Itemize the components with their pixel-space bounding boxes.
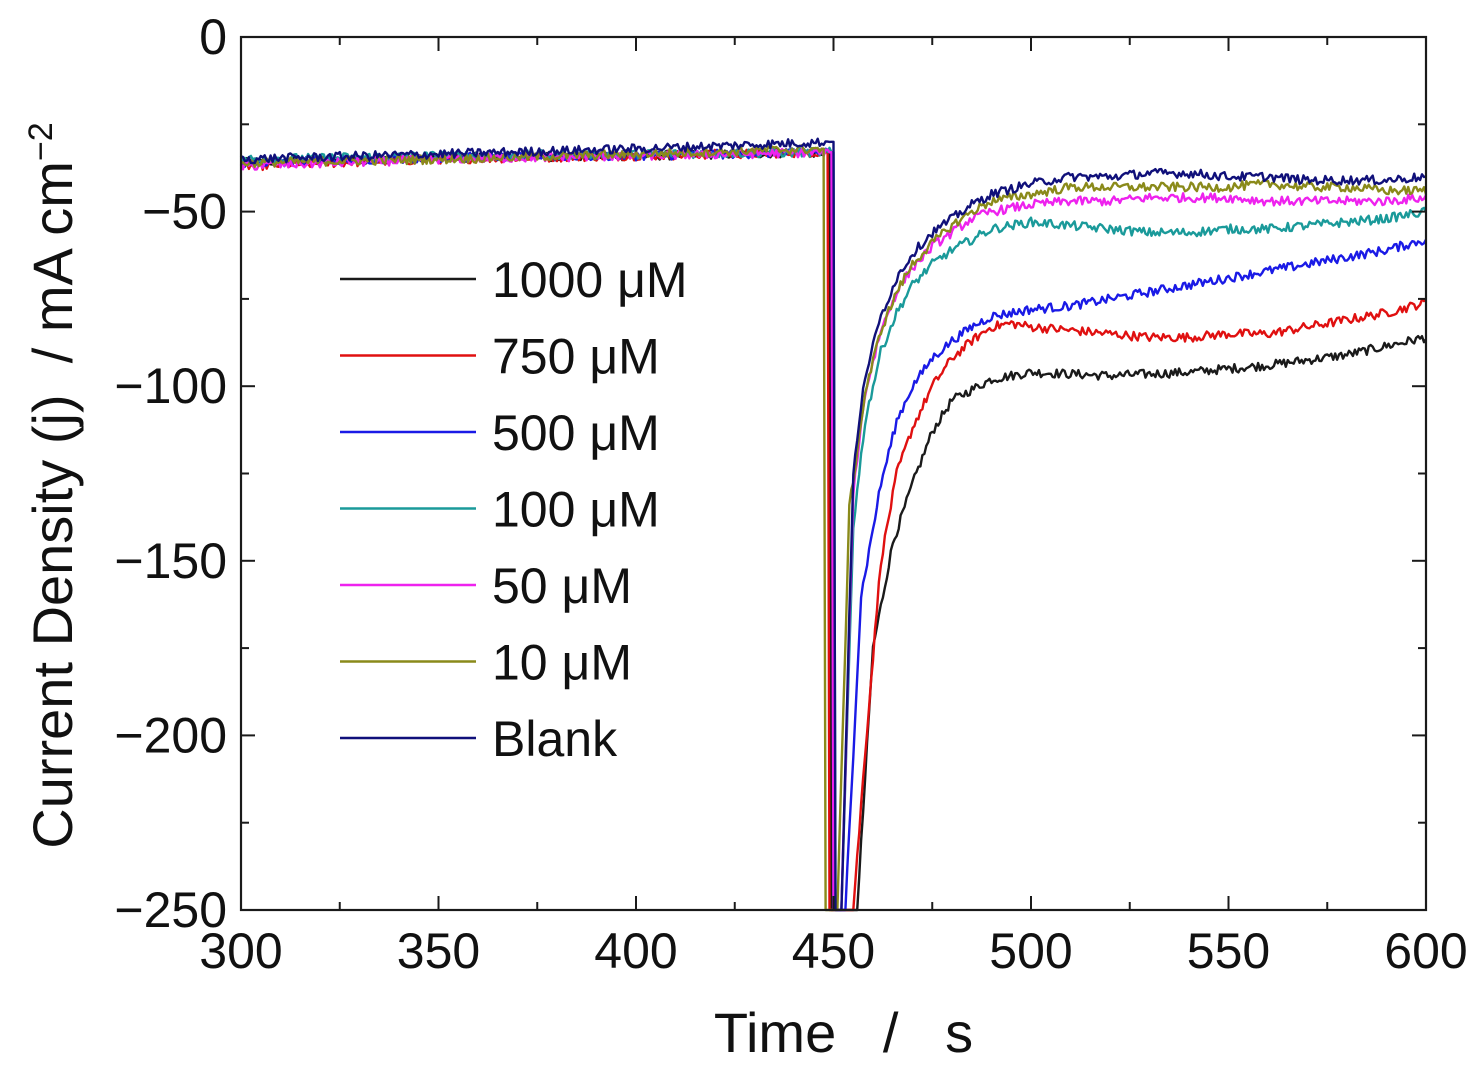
legend-label-3: 100 μM xyxy=(492,482,660,538)
x-tick-label: 550 xyxy=(1187,923,1270,979)
tick-layer: 300 350 400 450 500 550 600 0 −50 −100 −150 −200 −25… xyxy=(114,9,1467,979)
y-axis-title-main: Current Density (j) / mA cm xyxy=(21,161,84,849)
y-tick-label: −100 xyxy=(114,358,227,414)
legend: 1000 μM 750 μM 500 μM 100 μM 50 μM 10 μM Blank xyxy=(340,252,688,767)
x-tick-label: 600 xyxy=(1384,923,1467,979)
y-tick-label: 0 xyxy=(199,9,227,65)
y-tick-label: −150 xyxy=(114,533,227,589)
series-line-6 xyxy=(240,137,1427,912)
y-tick-label: −250 xyxy=(114,882,227,938)
x-axis-title: Time / s xyxy=(714,1001,973,1064)
x-tick-label: 400 xyxy=(594,923,677,979)
legend-label-4: 50 μM xyxy=(492,558,632,614)
legend-label-5: 10 μM xyxy=(492,635,632,691)
y-tick-label: −50 xyxy=(142,184,227,240)
x-tick-label: 300 xyxy=(199,923,282,979)
y-tick-label: −200 xyxy=(114,707,227,763)
y-axis-title-superscript: −2 xyxy=(22,122,60,161)
legend-label-1: 750 μM xyxy=(492,329,660,385)
x-tick-label: 450 xyxy=(792,923,875,979)
legend-label-2: 500 μM xyxy=(492,405,660,461)
legend-label-0: 1000 μM xyxy=(492,252,688,308)
legend-label-6: Blank xyxy=(492,711,618,767)
x-tick-label: 350 xyxy=(397,923,480,979)
y-axis-title: Current Density (j) / mA cm−2 xyxy=(21,122,84,848)
x-tick-label: 500 xyxy=(989,923,1072,979)
